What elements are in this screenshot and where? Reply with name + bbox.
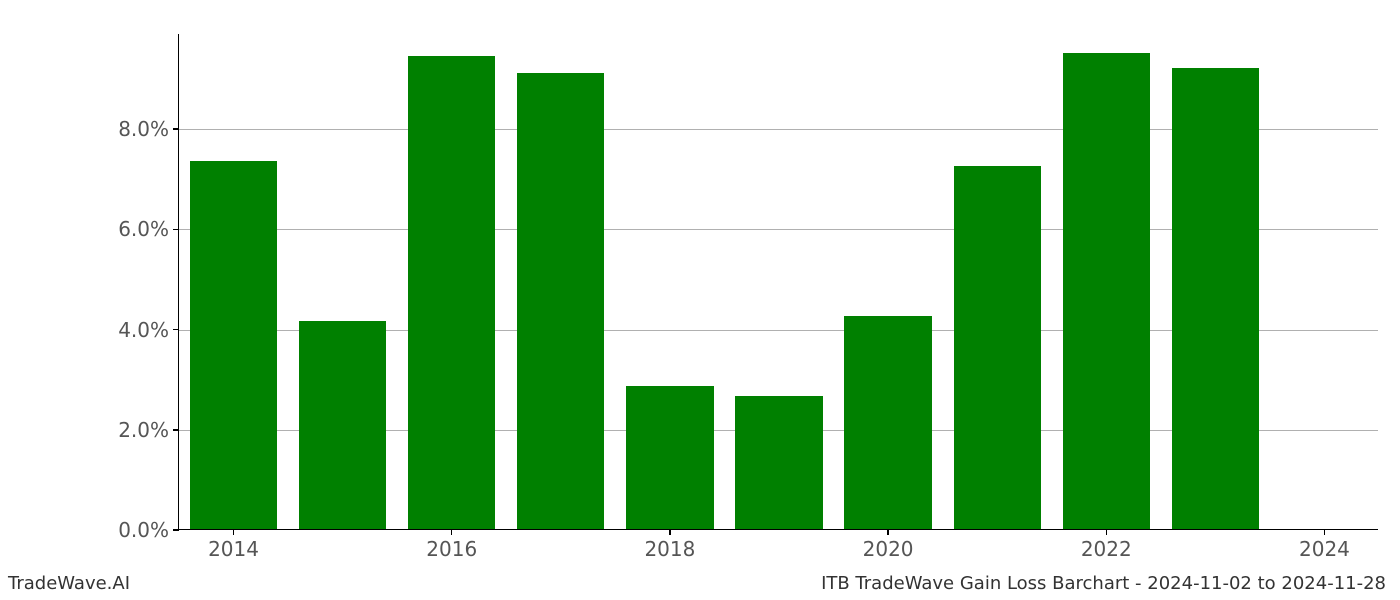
x-tick-label: 2022: [1081, 537, 1132, 561]
x-tick-label: 2020: [863, 537, 914, 561]
x-tick-mark: [233, 529, 235, 535]
y-tick-label: 0.0%: [118, 518, 169, 542]
plot-area: 0.0%2.0%4.0%6.0%8.0%20142016201820202022…: [178, 34, 1378, 530]
y-tick-label: 2.0%: [118, 418, 169, 442]
x-tick-mark: [887, 529, 889, 535]
x-tick-label: 2018: [644, 537, 695, 561]
x-tick-label: 2024: [1299, 537, 1350, 561]
y-tick-mark: [173, 429, 179, 431]
bar: [626, 386, 713, 529]
y-tick-label: 8.0%: [118, 117, 169, 141]
footer-caption: ITB TradeWave Gain Loss Barchart - 2024-…: [821, 573, 1386, 594]
y-tick-mark: [173, 529, 179, 531]
bar: [954, 166, 1041, 529]
y-tick-mark: [173, 329, 179, 331]
x-tick-mark: [1324, 529, 1326, 535]
bar: [517, 73, 604, 529]
y-tick-label: 6.0%: [118, 217, 169, 241]
x-tick-mark: [451, 529, 453, 535]
x-tick-mark: [669, 529, 671, 535]
y-tick-mark: [173, 229, 179, 231]
footer-brand: TradeWave.AI: [8, 573, 130, 594]
chart-container: 0.0% 2.0% 4.0% 6.0% 8.0% 2014 2016 2018 2020 2022…: [0, 0, 1400, 600]
bar: [408, 56, 495, 529]
y-tick-mark: [173, 128, 179, 130]
bar: [844, 316, 931, 529]
x-tick-label: 2016: [426, 537, 477, 561]
x-tick-label: 2014: [208, 537, 259, 561]
bar: [190, 161, 277, 529]
y-tick-label: 4.0%: [118, 318, 169, 342]
x-tick-mark: [1106, 529, 1108, 535]
bar: [1172, 68, 1259, 529]
bar: [735, 396, 822, 529]
bar: [299, 321, 386, 529]
bar: [1063, 53, 1150, 529]
